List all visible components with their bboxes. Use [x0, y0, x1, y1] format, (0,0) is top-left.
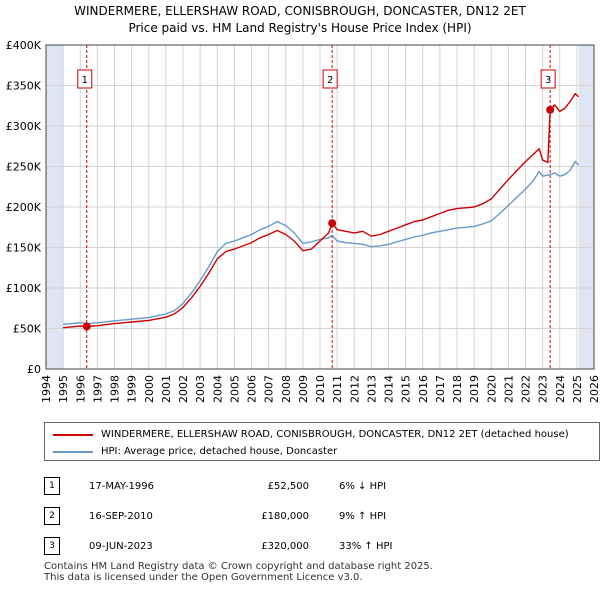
x-tick-label: 2021: [502, 375, 515, 403]
y-tick-label: £0: [27, 363, 41, 376]
x-tick-label: 2019: [468, 375, 481, 403]
sale-hpi-diff: 6% ↓ HPI: [339, 480, 387, 492]
x-tick-label: 2018: [451, 375, 464, 403]
y-tick-label: £300K: [6, 120, 42, 133]
table-row: 1 17-MAY-1996 £52,500 6% ↓ HPI: [44, 471, 439, 501]
sale-marker-box: [77, 69, 93, 89]
legend-label-hpi: HPI: Average price, detached house, Donc…: [101, 446, 338, 457]
x-tick-label: 2008: [280, 375, 293, 403]
x-tick-label: 1994: [40, 375, 53, 403]
legend-swatch-property: [53, 434, 93, 436]
y-tick-label: £100K: [6, 282, 42, 295]
sale-marker-label: 3: [545, 75, 551, 86]
x-tick-label: 1995: [57, 375, 70, 403]
y-tick-label: £400K: [6, 39, 42, 52]
x-tick-label: 2003: [194, 375, 207, 403]
x-tick-label: 2000: [143, 375, 156, 403]
x-tick-label: 1998: [109, 375, 122, 403]
sale-hpi-diff: 33% ↑ HPI: [339, 540, 393, 552]
x-tick-label: 2011: [331, 375, 344, 403]
legend: WINDERMERE, ELLERSHAW ROAD, CONISBROUGH,…: [44, 422, 600, 461]
sale-number-badge: 1: [44, 477, 60, 495]
x-tick-label: 2014: [383, 375, 396, 403]
x-tick-label: 2026: [588, 375, 600, 403]
table-row: 2 16-SEP-2010 £180,000 9% ↑ HPI: [44, 501, 439, 531]
sale-hpi-diff: 9% ↑ HPI: [339, 510, 387, 522]
sale-price: £180,000: [261, 510, 309, 522]
x-tick-label: 2001: [160, 375, 173, 403]
title-line-2: Price paid vs. HM Land Registry's House …: [128, 21, 472, 35]
hpi-line: [63, 160, 580, 326]
y-tick-labels: £0 £50K £100K £150K £200K £250K £300K £350K £400…: [6, 39, 42, 376]
y-tick-label: £50K: [13, 323, 42, 336]
legend-label-property: WINDERMERE, ELLERSHAW ROAD, CONISBROUGH,…: [101, 429, 569, 440]
plot-border: [45, 44, 595, 370]
footer: Contains HM Land Registry data © Crown c…: [44, 561, 433, 583]
x-tick-label: 1997: [91, 375, 104, 403]
footer-line-1: Contains HM Land Registry data © Crown c…: [44, 561, 433, 572]
x-tick-label: 2025: [571, 375, 584, 403]
y-tick-label: £200K: [6, 201, 42, 214]
x-tick-label: 1996: [74, 375, 87, 403]
x-tick-label: 2024: [554, 375, 567, 403]
sale-date: 16-SEP-2010: [89, 510, 153, 522]
sale-point: [328, 219, 337, 228]
sale-date: 09-JUN-2023: [89, 540, 153, 552]
y-tick-label: £250K: [6, 161, 42, 174]
footer-line-2: This data is licensed under the Open Gov…: [44, 572, 363, 583]
x-tick-label: 2015: [400, 375, 413, 403]
x-tick-label: 2020: [485, 375, 498, 403]
chart-title: WINDERMERE, ELLERSHAW ROAD, CONISBROUGH,…: [0, 3, 600, 37]
sale-number-badge: 2: [44, 507, 60, 525]
sale-marker-box: [540, 69, 556, 89]
sales-table: 1 17-MAY-1996 £52,500 6% ↓ HPI 2 16-SEP-…: [44, 471, 439, 561]
sale-marker-box: [322, 69, 338, 89]
sale-number-badge: 3: [44, 537, 60, 555]
y-tick-label: £350K: [6, 80, 42, 93]
x-tick-label: 2007: [263, 375, 276, 403]
x-tick-label: 2023: [537, 375, 550, 403]
x-tick-label: 2017: [434, 375, 447, 403]
x-tick-label: 2013: [365, 375, 378, 403]
sale-date: 17-MAY-1996: [89, 480, 155, 492]
series-lines: [63, 92, 580, 331]
x-tick-label: 2010: [314, 375, 327, 403]
x-tick-label: 1999: [126, 375, 139, 403]
sale-price: £52,500: [267, 480, 309, 492]
title-line-1: WINDERMERE, ELLERSHAW ROAD, CONISBROUGH,…: [74, 4, 526, 18]
y-tick-label: £150K: [6, 242, 42, 255]
grid-lines: [45, 44, 595, 370]
sale-price: £320,000: [261, 540, 309, 552]
x-tick-label: 2004: [211, 375, 224, 403]
price-chart: 1 2 3 £0 £50K £100K £150K £200K £250K £300K £350K…: [6, 39, 600, 403]
sale-point: [546, 105, 555, 114]
x-tick-label: 2002: [177, 375, 190, 403]
sale-marker-label: 2: [327, 75, 333, 86]
x-tick-label: 2022: [520, 375, 533, 403]
sale-markers: 1 2 3: [77, 45, 556, 369]
legend-swatch-hpi: [53, 451, 93, 453]
x-tick-label: 2009: [297, 375, 310, 403]
x-tick-label: 2016: [417, 375, 430, 403]
sale-marker-label: 1: [82, 75, 88, 86]
sale-point: [82, 322, 91, 331]
table-row: 3 09-JUN-2023 £320,000 33% ↑ HPI: [44, 531, 439, 561]
x-tick-label: 2005: [228, 375, 241, 403]
property-price-line: [63, 92, 580, 329]
x-tick-label: 2006: [246, 375, 259, 403]
x-tick-labels: 1994 1995 1996 1997 1998 1999 2000 2001 2002 2003…: [40, 375, 600, 403]
x-tick-label: 2012: [348, 375, 361, 403]
